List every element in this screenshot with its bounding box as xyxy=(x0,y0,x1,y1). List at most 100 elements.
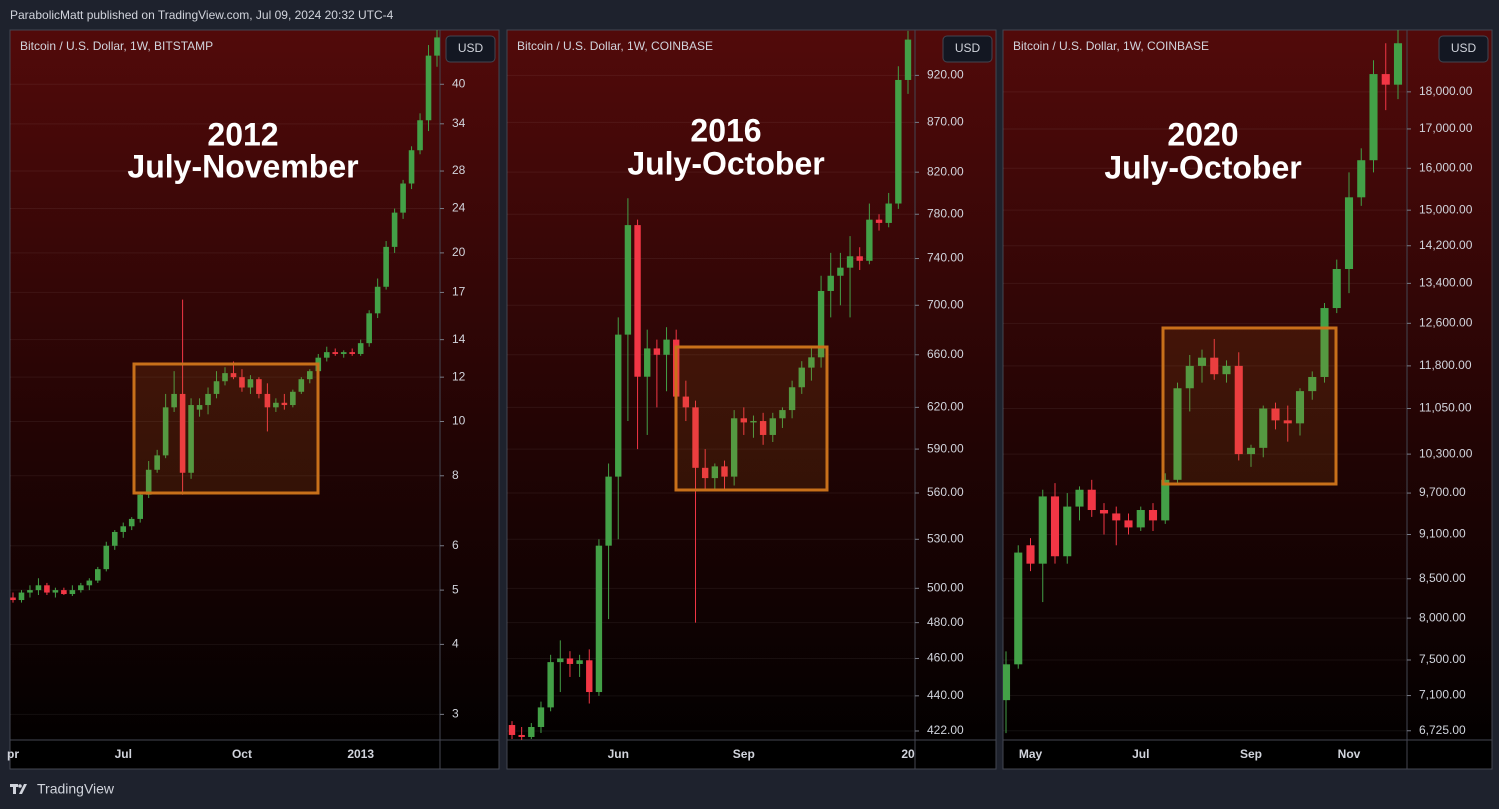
candle-body xyxy=(349,352,355,354)
y-tick-label: 20 xyxy=(452,245,466,259)
chart-title: Bitcoin / U.S. Dollar, 1W, BITSTAMP xyxy=(20,39,213,53)
candle-body xyxy=(576,660,583,664)
candle-body xyxy=(846,256,854,268)
panel-frames xyxy=(9,29,1493,770)
candle-body xyxy=(196,405,203,410)
candle-body xyxy=(856,256,863,261)
y-tick-label: 530.00 xyxy=(927,531,964,545)
candle-body xyxy=(400,183,406,213)
candle-body xyxy=(145,469,152,495)
candle-body xyxy=(323,352,330,358)
y-tick-label: 780.00 xyxy=(927,206,964,220)
candle-body xyxy=(528,727,535,737)
candle-body xyxy=(256,379,262,394)
candle-body xyxy=(281,402,288,406)
candle-body xyxy=(1259,408,1268,448)
candle-body xyxy=(434,37,440,56)
candle-body xyxy=(1099,510,1109,514)
candle-body xyxy=(1112,513,1121,521)
x-tick-label: Jul xyxy=(115,747,132,761)
currency-label: USD xyxy=(458,41,484,55)
candle-body xyxy=(759,421,767,435)
y-tick-label: 440.00 xyxy=(927,688,964,702)
candle-body xyxy=(663,339,670,355)
candle-body xyxy=(653,348,661,355)
y-tick-label: 12 xyxy=(452,369,466,383)
currency-label: USD xyxy=(1451,41,1477,55)
candle-body xyxy=(171,393,177,408)
y-tick-label: 480.00 xyxy=(927,615,964,629)
candle-body xyxy=(78,585,84,591)
candle-body xyxy=(86,580,93,586)
candle-body xyxy=(374,286,381,314)
candle-body xyxy=(1234,365,1243,455)
x-tick-label: Nov xyxy=(1338,747,1361,761)
y-tick-label: 6,725.00 xyxy=(1419,723,1466,737)
candle-body xyxy=(1026,545,1035,564)
candle-body xyxy=(1369,74,1378,161)
x-tick-label: 20 xyxy=(901,747,915,761)
annotation: 2016 xyxy=(690,112,761,148)
currency-button xyxy=(942,35,993,63)
candle-body xyxy=(624,225,632,335)
candle-body xyxy=(547,662,554,708)
candle-body xyxy=(366,313,372,344)
candle-body xyxy=(1332,268,1341,309)
candle-body xyxy=(1246,447,1256,455)
y-tick-label: 8,000.00 xyxy=(1419,610,1466,624)
candle-body xyxy=(425,55,432,121)
charts: 40 34 28 24 20 17 14 12 10 8 6 5 4 3 pr Jul Oct 2013 Bitco… xyxy=(7,30,1489,761)
chart-title: Bitcoin / U.S. Dollar, 1W, COINBASE xyxy=(517,39,713,53)
candle-body xyxy=(750,421,757,423)
y-tick-label: 10 xyxy=(452,414,466,428)
candle-body xyxy=(769,418,776,435)
y-tick-label: 11,800.00 xyxy=(1419,358,1472,372)
candle-body xyxy=(1320,308,1329,377)
candle-body xyxy=(179,393,186,473)
x-tick-label: Oct xyxy=(232,747,252,761)
candle-body xyxy=(692,407,699,468)
candle-body xyxy=(1003,664,1011,701)
annotation: July-October xyxy=(627,145,824,181)
y-tick-label: 28 xyxy=(452,163,466,177)
range-boxes xyxy=(132,326,1338,495)
y-tick-label: 16,000.00 xyxy=(1419,160,1473,174)
y-tick-label: 560.00 xyxy=(927,485,964,499)
candle-body xyxy=(1087,489,1096,511)
currency-button xyxy=(1438,35,1489,63)
candle-body xyxy=(340,352,347,354)
candle-body xyxy=(595,545,603,693)
candle-body xyxy=(1210,357,1219,375)
y-tick-label: 8 xyxy=(452,468,459,482)
candle-body xyxy=(1271,408,1280,421)
candle-body xyxy=(644,348,651,377)
candle-body xyxy=(95,569,101,581)
x-tick-label: Sep xyxy=(733,747,755,761)
y-tick-label: 17,000.00 xyxy=(1419,121,1473,135)
candle-body xyxy=(408,150,415,184)
y-tick-label: 11,050.00 xyxy=(1419,401,1472,415)
candle-body xyxy=(298,379,305,392)
candle-body xyxy=(1014,552,1023,665)
candle-body xyxy=(904,39,912,80)
y-tick-label: 660.00 xyxy=(927,347,964,361)
candle-body xyxy=(10,597,16,601)
y-tick-label: 34 xyxy=(452,116,466,130)
y-tick-label: 5 xyxy=(452,582,459,596)
candle-body xyxy=(711,466,719,479)
candle-body xyxy=(1283,420,1292,424)
candle-body xyxy=(61,590,67,595)
header: ParabolicMatt published on TradingView.c… xyxy=(10,8,394,22)
candle-body xyxy=(222,373,228,382)
candle-body xyxy=(1393,43,1403,85)
candle-body xyxy=(740,418,747,423)
candle-body xyxy=(332,352,339,354)
candles xyxy=(10,30,440,603)
candle-body xyxy=(103,545,110,570)
footer-brand: TradingView xyxy=(37,781,115,797)
candle-body xyxy=(605,476,612,546)
candle-body xyxy=(1381,74,1390,85)
candle-body xyxy=(1295,391,1305,424)
annotation: 2020 xyxy=(1167,116,1238,152)
